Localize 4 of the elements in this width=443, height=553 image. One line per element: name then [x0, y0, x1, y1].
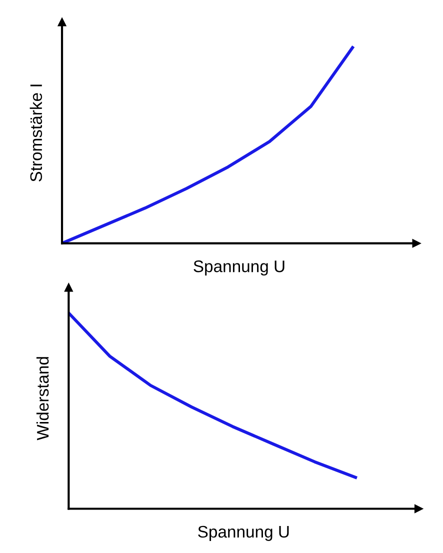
y-axis-title: Widerstand	[36, 357, 49, 440]
x-axis-title: Spannung U	[198, 526, 289, 541]
x-axis-title: Spannung U	[194, 260, 284, 276]
y-axis-title: Stromstärke I	[30, 84, 42, 182]
